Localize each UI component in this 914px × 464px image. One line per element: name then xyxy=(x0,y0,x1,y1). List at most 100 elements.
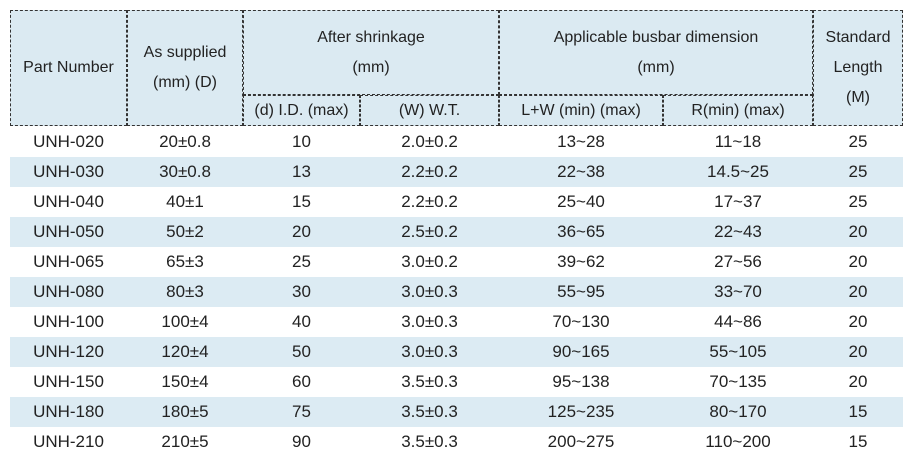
header-text: (d) I.D. (max) xyxy=(254,101,349,119)
table-cell: 75 xyxy=(243,397,360,427)
table-cell: 2.0±0.2 xyxy=(360,127,499,157)
cell-text: 70~135 xyxy=(709,372,767,391)
header-text: After shrinkage xyxy=(317,28,425,46)
header-text: Part Number xyxy=(23,59,114,76)
cell-text: 25 xyxy=(292,252,311,271)
cell-text: UNH-040 xyxy=(33,192,104,211)
cell-text: 150±4 xyxy=(161,372,209,391)
cell-text: 3.0±0.3 xyxy=(401,312,458,331)
table-cell: 55~95 xyxy=(499,277,663,307)
cell-text: UNH-050 xyxy=(33,222,104,241)
header-cell: (d) I.D. (max) xyxy=(243,95,360,126)
header-text: (M) xyxy=(846,89,870,106)
table-cell: 25 xyxy=(813,187,903,217)
header-text: (W) W.T. xyxy=(398,101,461,119)
cell-text: 20 xyxy=(848,312,868,331)
table-cell: 17~37 xyxy=(663,187,813,217)
cell-text: UNH-150 xyxy=(33,372,104,391)
header-text: As supplied xyxy=(143,44,227,61)
cell-text: 20 xyxy=(848,372,868,391)
table-row: UNH-030 30±0.8 13 2.2±0.2 22~38 14.5~25 25 xyxy=(10,157,903,187)
table-cell: 3.5±0.3 xyxy=(360,367,499,397)
table-cell: 20 xyxy=(243,217,360,247)
table-cell: UNH-120 xyxy=(10,337,127,367)
table-cell: 125~235 xyxy=(499,397,663,427)
table-cell: 110~200 xyxy=(663,427,813,457)
table-cell: 3.0±0.3 xyxy=(360,307,499,337)
cell-text: 22~38 xyxy=(557,162,605,181)
table-cell: 44~86 xyxy=(663,307,813,337)
cell-text: 15 xyxy=(292,192,311,211)
table-cell: UNH-040 xyxy=(10,187,127,217)
cell-text: 80±3 xyxy=(166,282,204,301)
table-cell: UNH-080 xyxy=(10,277,127,307)
table-cell: UNH-210 xyxy=(10,427,127,457)
table-cell: 22~43 xyxy=(663,217,813,247)
header-cell: (W) W.T. xyxy=(360,95,499,126)
cell-text: 40±1 xyxy=(166,192,204,211)
table-cell: 20 xyxy=(813,337,903,367)
table-cell: 10 xyxy=(243,127,360,157)
table-cell: 40 xyxy=(243,307,360,337)
cell-text: 95~138 xyxy=(552,372,610,391)
table-cell: 11~18 xyxy=(663,127,813,157)
table-cell: 15 xyxy=(813,397,903,427)
table-cell: UNH-020 xyxy=(10,127,127,157)
cell-text: 44~86 xyxy=(714,312,762,331)
table-row: UNH-210 210±5 90 3.5±0.3 200~275 110~200 15 xyxy=(10,427,903,457)
table-cell: 13~28 xyxy=(499,127,663,157)
cell-text: 60 xyxy=(292,372,311,391)
cell-text: 15 xyxy=(848,432,868,451)
table-cell: 210±5 xyxy=(127,427,243,457)
table-row: UNH-120 120±4 50 3.0±0.3 90~165 55~105 20 xyxy=(10,337,903,367)
table-cell: 25~40 xyxy=(499,187,663,217)
cell-text: 36~65 xyxy=(557,222,605,241)
cell-text: 27~56 xyxy=(714,252,762,271)
cell-text: 20 xyxy=(848,252,868,271)
table-row: UNH-080 80±3 30 3.0±0.3 55~95 33~70 20 xyxy=(10,277,903,307)
cell-text: 2.0±0.2 xyxy=(401,132,458,151)
header-cell: As supplied (mm) (D) xyxy=(127,10,243,126)
table-cell: 20 xyxy=(813,307,903,337)
cell-text: 3.0±0.3 xyxy=(401,282,458,301)
table-row: UNH-180 180±5 75 3.5±0.3 125~235 80~170 15 xyxy=(10,397,903,427)
table-row: UNH-020 20±0.8 10 2.0±0.2 13~28 11~18 25 xyxy=(10,127,903,157)
table-cell: 200~275 xyxy=(499,427,663,457)
table-cell: UNH-100 xyxy=(10,307,127,337)
cell-text: UNH-080 xyxy=(33,282,104,301)
table-cell: UNH-050 xyxy=(10,217,127,247)
cell-text: 110~200 xyxy=(705,432,771,451)
cell-text: 22~43 xyxy=(714,222,762,241)
cell-text: UNH-030 xyxy=(33,162,104,181)
table-cell: 3.5±0.3 xyxy=(360,397,499,427)
table-cell: 13 xyxy=(243,157,360,187)
table-cell: 90~165 xyxy=(499,337,663,367)
table-cell: 70~135 xyxy=(663,367,813,397)
cell-text: 20 xyxy=(292,222,311,241)
table-cell: 70~130 xyxy=(499,307,663,337)
table-row: UNH-050 50±2 20 2.5±0.2 36~65 22~43 20 xyxy=(10,217,903,247)
cell-text: 200~275 xyxy=(547,432,615,451)
cell-text: 25 xyxy=(848,132,868,151)
table-row: UNH-040 40±1 15 2.2±0.2 25~40 17~37 25 xyxy=(10,187,903,217)
cell-text: UNH-065 xyxy=(33,252,104,271)
cell-text: 3.5±0.3 xyxy=(401,402,458,421)
cell-text: 40 xyxy=(292,312,311,331)
cell-text: 20 xyxy=(848,342,868,361)
table-cell: 25 xyxy=(813,127,903,157)
cell-text: 15 xyxy=(848,402,868,421)
table-row: UNH-100 100±4 40 3.0±0.3 70~130 44~86 20 xyxy=(10,307,903,337)
table-cell: 30 xyxy=(243,277,360,307)
cell-text: 25~40 xyxy=(557,192,605,211)
cell-text: 3.0±0.3 xyxy=(401,342,458,361)
cell-text: 17~37 xyxy=(714,192,762,211)
cell-text: 20 xyxy=(848,222,868,241)
table-cell: 20±0.8 xyxy=(127,127,243,157)
cell-text: 180±5 xyxy=(161,402,209,421)
table-cell: 95~138 xyxy=(499,367,663,397)
cell-text: UNH-180 xyxy=(33,402,104,421)
cell-text: 20±0.8 xyxy=(159,132,211,151)
cell-text: 120±4 xyxy=(161,342,209,361)
cell-text: 30 xyxy=(292,282,311,301)
